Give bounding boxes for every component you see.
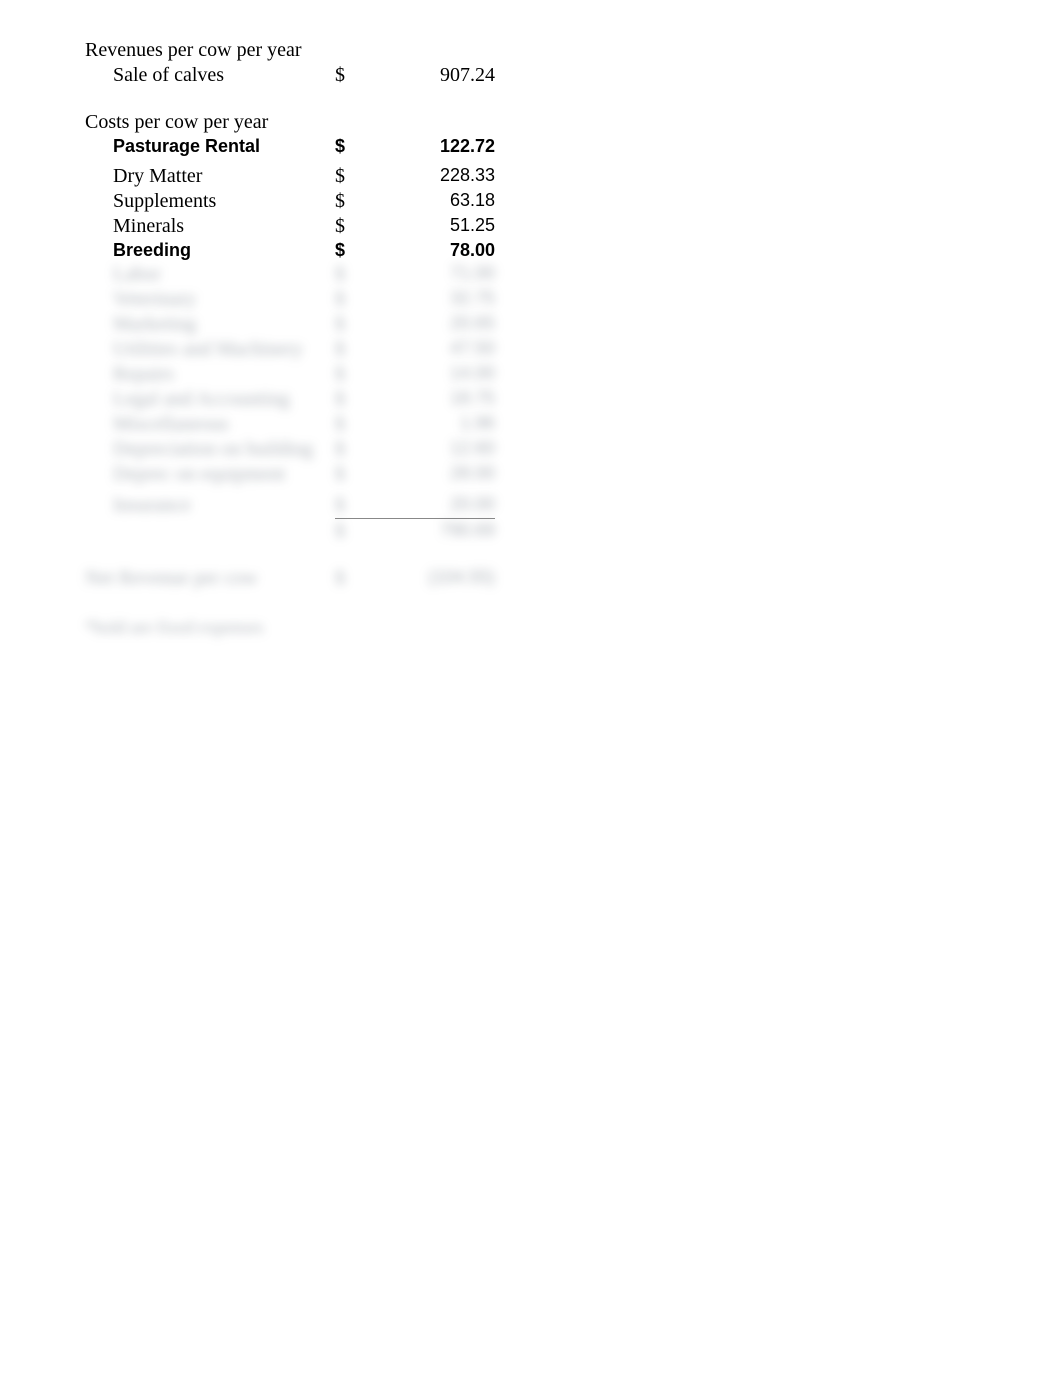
revenue-value: 907.24 [385, 63, 495, 88]
cost-label: Legal and Accounting [85, 387, 335, 412]
cost-value: 12.60 [385, 437, 495, 462]
cost-value: 1.96 [385, 412, 495, 437]
cost-value: 51.25 [385, 214, 495, 239]
cost-value: 14.00 [385, 362, 495, 387]
cost-value: 228.33 [385, 164, 495, 189]
currency-symbol: $ [335, 214, 385, 239]
blurred-row: Miscellaneous $ 1.96 [85, 412, 495, 437]
cost-label: Utilities and Machinery [85, 337, 335, 362]
cost-label: Labor [85, 262, 335, 287]
currency-symbol: $ [335, 362, 385, 387]
blurred-row: Insurance $ 20.00 [85, 493, 495, 519]
currency-symbol: $ [335, 462, 385, 487]
financial-table: Revenues per cow per year Sale of calves… [85, 38, 495, 591]
cost-row: Supplements $ 63.18 [85, 189, 495, 214]
blurred-row: Veterinary $ 32.75 [85, 287, 495, 312]
cost-label: Deprec on equipment [85, 462, 335, 487]
footnote: *bold are fixed expenses [85, 617, 1062, 638]
cost-label: Dry Matter [85, 164, 335, 189]
cost-row: Minerals $ 51.25 [85, 214, 495, 239]
currency-symbol: $ [335, 566, 385, 591]
cost-value: 20.65 [385, 312, 495, 337]
currency-symbol: $ [335, 287, 385, 312]
cost-label: Marketing [85, 312, 335, 337]
cost-label: Pasturage Rental [85, 135, 335, 158]
cost-value: 122.72 [385, 135, 495, 158]
currency-symbol: $ [335, 337, 385, 362]
costs-header: Costs per cow per year [85, 110, 335, 135]
cost-row: Dry Matter $ 228.33 [85, 164, 495, 189]
cost-label: Breeding [85, 239, 335, 262]
cost-value: 78.00 [385, 239, 495, 262]
currency-symbol: $ [335, 387, 385, 412]
blurred-row: Labor $ 71.00 [85, 262, 495, 287]
cost-value: 20.00 [385, 493, 495, 519]
cost-value: 32.75 [385, 287, 495, 312]
cost-value: 71.00 [385, 262, 495, 287]
blurred-row: Utilities and Machinery $ 47.50 [85, 337, 495, 362]
currency-symbol: $ [335, 135, 385, 158]
net-value: (104.55) [385, 566, 495, 591]
cost-value: 28.00 [385, 462, 495, 487]
currency-symbol: $ [335, 412, 385, 437]
cost-value: 18.75 [385, 387, 495, 412]
total-value: 790.69 [385, 519, 495, 545]
currency-symbol: $ [335, 262, 385, 287]
cost-row: Pasturage Rental $ 122.72 [85, 135, 495, 158]
currency-symbol: $ [335, 63, 385, 88]
cost-row: Breeding $ 78.00 [85, 239, 495, 262]
cost-label: Depreciation on building [85, 437, 335, 462]
cost-label: Supplements [85, 189, 335, 214]
blurred-total-row: $ 790.69 [85, 519, 495, 545]
net-label: Net Revenue per cow [85, 566, 335, 591]
currency-symbol: $ [335, 519, 385, 545]
revenue-row: Sale of calves $ 907.24 [85, 63, 495, 88]
cost-label: Miscellaneous [85, 412, 335, 437]
blurred-row: Marketing $ 20.65 [85, 312, 495, 337]
currency-symbol: $ [335, 239, 385, 262]
revenues-header: Revenues per cow per year [85, 38, 335, 63]
cost-label: Repairs [85, 362, 335, 387]
revenue-label: Sale of calves [85, 63, 335, 88]
blurred-row: Deprec on equipment $ 28.00 [85, 462, 495, 487]
cost-label: Veterinary [85, 287, 335, 312]
blurred-row: Legal and Accounting $ 18.75 [85, 387, 495, 412]
blurred-row: Repairs $ 14.00 [85, 362, 495, 387]
currency-symbol: $ [335, 493, 385, 519]
cost-label: Minerals [85, 214, 335, 239]
cost-label: Insurance [85, 493, 335, 519]
currency-symbol: $ [335, 437, 385, 462]
cost-label [85, 519, 335, 545]
currency-symbol: $ [335, 189, 385, 214]
blurred-row: Depreciation on building $ 12.60 [85, 437, 495, 462]
currency-symbol: $ [335, 164, 385, 189]
net-revenue-row: Net Revenue per cow $ (104.55) [85, 566, 495, 591]
cost-value: 47.50 [385, 337, 495, 362]
currency-symbol: $ [335, 312, 385, 337]
cost-value: 63.18 [385, 189, 495, 214]
